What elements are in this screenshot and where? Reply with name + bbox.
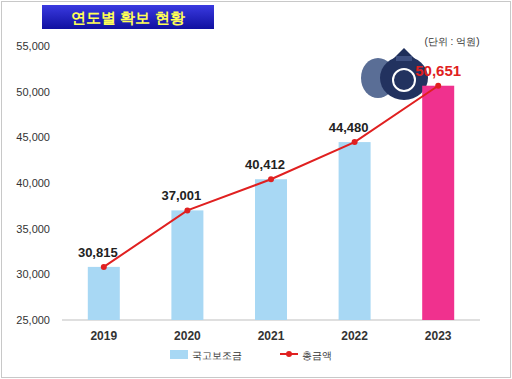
title-box — [42, 5, 214, 29]
data-label: 30,815 — [78, 245, 118, 260]
y-tick-label: 55,000 — [16, 40, 50, 52]
y-tick — [58, 228, 62, 229]
bag-emblem — [393, 69, 415, 91]
bag-knot — [396, 56, 412, 61]
frame — [2, 2, 511, 378]
line — [104, 86, 438, 267]
x-tick-label: 2021 — [258, 329, 285, 343]
marks — [88, 83, 454, 320]
y-tick-label: 50,000 — [16, 86, 50, 98]
bar — [339, 142, 371, 320]
bar — [88, 267, 120, 320]
marker — [184, 207, 190, 213]
data-label: 50,651 — [415, 62, 461, 79]
x-tick-label: 2020 — [174, 329, 201, 343]
y-tick-label: 35,000 — [16, 223, 50, 235]
y-tick-label: 45,000 — [16, 131, 50, 143]
labels: 30,815 37,001 40,412 44,480 50,651 — [78, 62, 461, 260]
x-tick-label: 2023 — [425, 329, 452, 343]
data-label: 44,480 — [329, 120, 369, 135]
marker — [268, 176, 274, 182]
y-tick — [58, 46, 62, 47]
x-tick-label: 2022 — [341, 329, 368, 343]
marker — [435, 83, 441, 89]
title: 연도별 확보 현황 — [71, 9, 184, 26]
legend: 국고보조금 총금액 — [170, 350, 332, 361]
y-tick — [58, 183, 62, 184]
y-tick — [58, 91, 62, 92]
legend-label: 총금액 — [302, 350, 332, 361]
bar — [422, 86, 454, 320]
y-tick-label: 25,000 — [16, 314, 50, 326]
x-tick-label: 2019 — [90, 329, 117, 343]
y-tick — [58, 320, 62, 321]
data-label: 40,412 — [245, 157, 285, 172]
marker — [352, 139, 358, 145]
legend-swatch — [170, 350, 188, 359]
chart-svg: 연도별 확보 현황 (단위 : 억원) 25,000 30,000 35,000 40,0… — [0, 0, 512, 379]
legend-label: 국고보조금 — [192, 350, 242, 361]
y-tick — [58, 274, 62, 275]
unit-annotation: (단위 : 억원) — [425, 36, 480, 47]
data-label: 37,001 — [162, 188, 202, 203]
marker — [101, 264, 107, 270]
y-tick-label: 40,000 — [16, 177, 50, 189]
bar — [171, 210, 203, 320]
bar — [255, 179, 287, 320]
chart-container: 연도별 확보 현황 (단위 : 억원) 25,000 30,000 35,000 40,0… — [0, 0, 512, 379]
y-tick-label: 30,000 — [16, 268, 50, 280]
legend-marker — [286, 351, 292, 357]
y-tick — [58, 137, 62, 138]
